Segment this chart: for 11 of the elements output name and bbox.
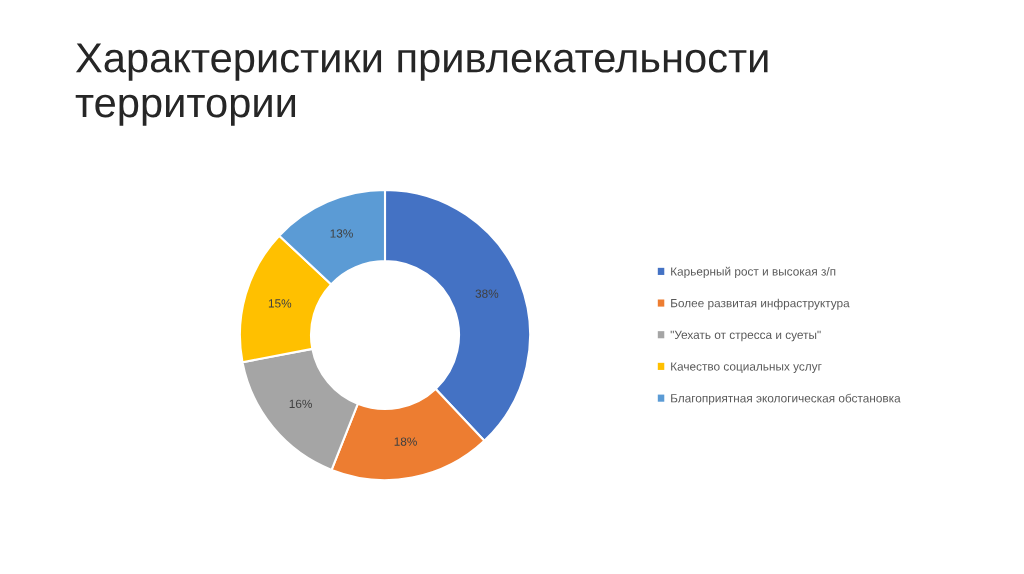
data-label: 16% <box>289 399 312 408</box>
data-label: 15% <box>268 299 292 308</box>
data-label: 13% <box>330 229 353 238</box>
data-label: 38% <box>475 289 499 298</box>
chart-title: Характеристики привлекательности территории <box>75 43 768 126</box>
legend-label: Качество социальных услуг <box>671 362 822 374</box>
data-label: 18% <box>394 437 417 446</box>
legend-label: Более развитая инфраструктура <box>671 298 850 310</box>
legend-label: Карьерный рост и высокая з/п <box>671 266 836 279</box>
legend-label: "Уехать от стресса и суеты" <box>670 330 821 342</box>
legend-label: Благоприятная экологическая обстановка <box>671 393 901 405</box>
